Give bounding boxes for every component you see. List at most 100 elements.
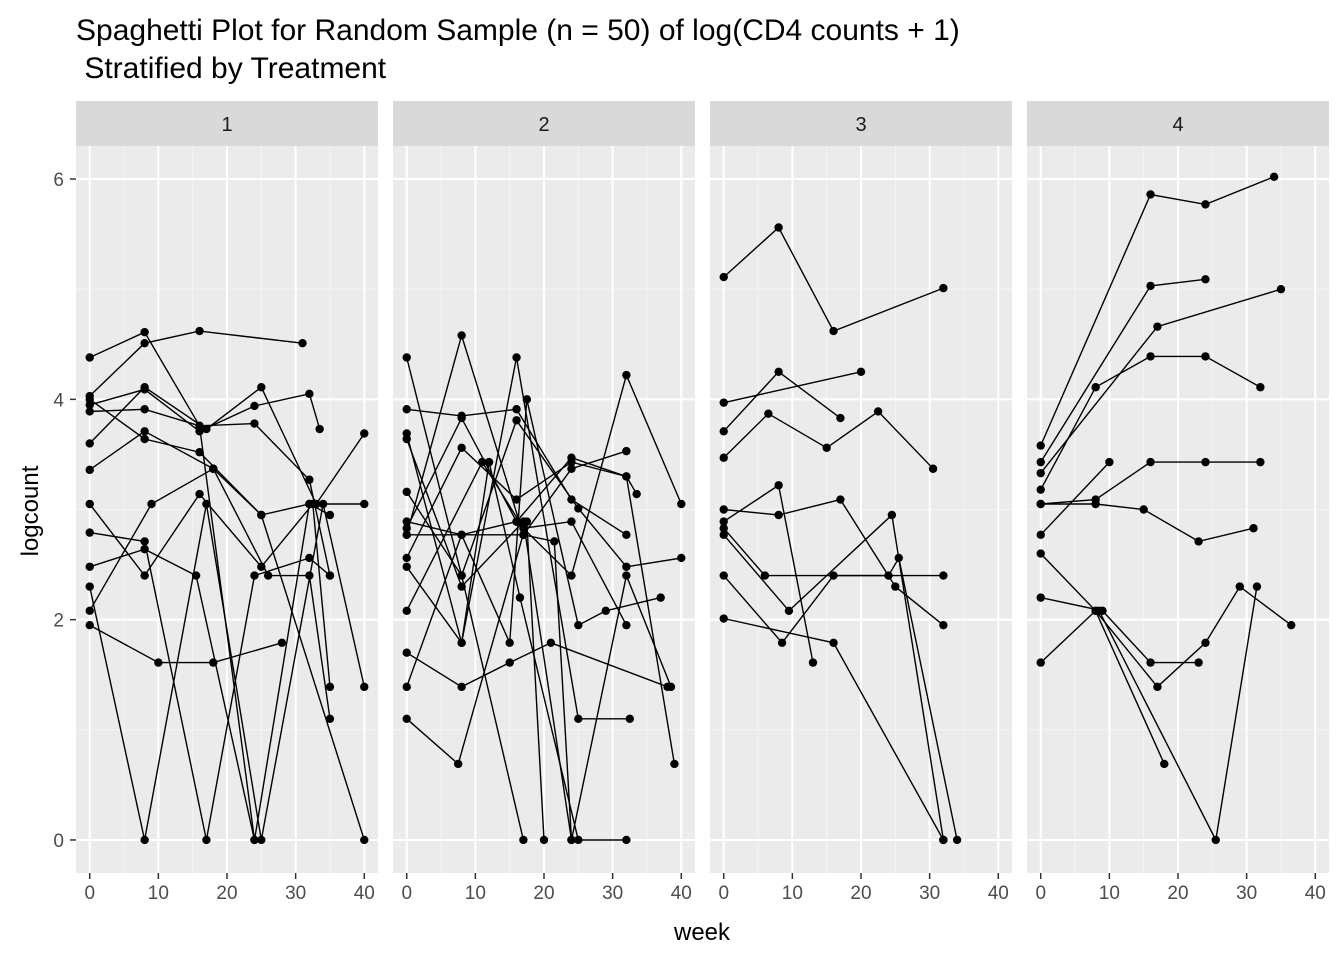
data-point xyxy=(305,553,314,563)
data-point xyxy=(1036,549,1045,558)
data-point xyxy=(622,620,631,630)
facet-strip-label: 4 xyxy=(1172,114,1183,136)
series-line xyxy=(719,495,948,630)
data-point xyxy=(250,419,259,428)
series-line xyxy=(402,457,631,845)
data-point xyxy=(85,465,94,475)
data-point xyxy=(85,620,94,630)
data-point xyxy=(325,571,335,580)
series-path xyxy=(89,386,365,506)
data-point xyxy=(85,528,94,537)
data-point xyxy=(719,571,728,580)
y-axis-title: logcount xyxy=(17,465,44,556)
data-point xyxy=(1287,620,1296,630)
data-point xyxy=(140,405,149,414)
data-point xyxy=(719,398,728,407)
data-point xyxy=(1201,457,1210,467)
data-point xyxy=(1036,457,1045,467)
data-point xyxy=(829,571,838,580)
x-tick-label: 0 xyxy=(401,883,412,904)
data-point xyxy=(622,370,631,380)
data-point xyxy=(1146,190,1155,199)
y-tick-label: 2 xyxy=(53,611,64,632)
series-path xyxy=(1040,553,1292,688)
data-point xyxy=(360,499,369,509)
data-point xyxy=(1094,606,1104,616)
data-point xyxy=(939,571,948,580)
data-point xyxy=(719,517,728,526)
data-point xyxy=(402,682,411,692)
y-tick-label: 0 xyxy=(53,831,64,852)
x-tick-label: 10 xyxy=(465,883,486,904)
data-point xyxy=(85,395,94,404)
data-point xyxy=(719,524,728,533)
chart-title-line1: Spaghetti Plot for Random Sample (n = 50… xyxy=(76,14,960,47)
data-point xyxy=(195,326,204,336)
data-point xyxy=(402,553,411,563)
data-point xyxy=(567,571,576,580)
data-point xyxy=(622,530,631,540)
x-tick-label: 20 xyxy=(850,883,871,904)
data-point xyxy=(202,499,211,509)
data-point xyxy=(622,571,631,580)
data-point xyxy=(719,272,728,282)
data-point xyxy=(402,434,411,444)
data-point xyxy=(85,407,94,416)
data-point xyxy=(677,553,686,563)
facet-strip-label: 1 xyxy=(221,114,232,136)
data-point xyxy=(305,499,314,509)
series-path xyxy=(1040,176,1275,446)
y-tick-label: 6 xyxy=(53,170,64,191)
series-line xyxy=(85,326,307,401)
data-point xyxy=(952,835,962,845)
data-point xyxy=(519,835,528,845)
series-line xyxy=(1036,352,1265,494)
data-point xyxy=(939,283,948,293)
data-point xyxy=(263,571,273,580)
data-point xyxy=(774,223,783,232)
data-point xyxy=(318,499,328,509)
data-point xyxy=(402,648,411,657)
data-point xyxy=(1252,582,1262,591)
data-point xyxy=(601,606,610,616)
data-point xyxy=(1211,835,1220,845)
data-point xyxy=(1160,759,1169,769)
data-point xyxy=(625,714,634,723)
data-point xyxy=(1036,441,1045,450)
x-tick-label: 20 xyxy=(1167,883,1188,904)
data-point xyxy=(1256,383,1265,392)
series-line xyxy=(719,223,948,336)
data-point xyxy=(894,553,903,563)
data-point xyxy=(515,593,525,602)
data-point xyxy=(457,443,466,453)
data-point xyxy=(1036,593,1045,602)
series-path xyxy=(406,446,676,765)
data-point xyxy=(85,562,94,571)
series-path xyxy=(723,556,958,841)
x-tick-label: 0 xyxy=(84,883,95,904)
data-point xyxy=(457,571,466,580)
data-point xyxy=(140,327,149,337)
facet-strip xyxy=(76,101,378,146)
data-point xyxy=(1146,457,1155,467)
data-point xyxy=(250,835,259,845)
data-point xyxy=(760,571,770,580)
data-point xyxy=(298,338,307,348)
data-point xyxy=(195,489,204,499)
series-path xyxy=(406,461,627,841)
series-line xyxy=(719,367,845,436)
data-point xyxy=(666,682,676,692)
data-point xyxy=(1146,658,1155,667)
data-point xyxy=(140,338,149,348)
x-tick-label: 10 xyxy=(148,883,169,904)
series-line xyxy=(85,489,335,692)
data-point xyxy=(719,614,728,623)
series-line xyxy=(719,367,866,407)
data-point xyxy=(829,638,838,647)
series-line xyxy=(1036,457,1114,540)
data-point xyxy=(567,464,576,473)
series-path xyxy=(89,624,283,664)
series-path xyxy=(406,521,545,841)
data-point xyxy=(939,835,948,845)
data-point xyxy=(1146,352,1155,361)
